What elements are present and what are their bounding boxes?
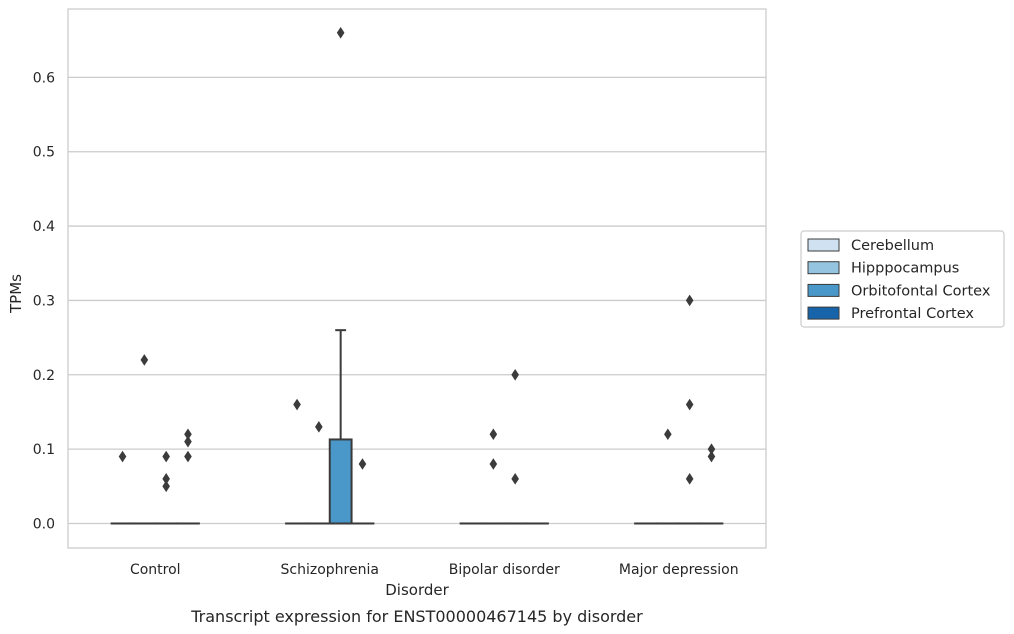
box-group (132, 354, 157, 525)
outlier-point (162, 450, 170, 463)
legend-label: Orbitofontal Cortex (851, 283, 991, 299)
outlier-point (293, 398, 301, 411)
grid-layer (68, 76, 766, 525)
x-tick-label: Bipolar disorder (449, 562, 560, 578)
outlier-point (358, 458, 367, 470)
outlier-point (162, 473, 170, 485)
x-axis-label: Disorder (385, 581, 449, 599)
outlier-point (336, 26, 345, 39)
outlier-point (315, 421, 323, 433)
outlier-point (140, 354, 149, 366)
x-tick-label: Major depression (619, 562, 739, 578)
legend-swatch (807, 261, 840, 275)
chart-caption: Transcript expression for ENST0000046714… (190, 607, 643, 626)
box-group (154, 450, 179, 525)
outlier-point (184, 450, 192, 463)
y-tick-labels: 0.0 0.1 0.2 0.3 0.4 0.5 0.6 (33, 70, 55, 532)
outlier-point (685, 398, 694, 411)
outlier-point (685, 294, 694, 307)
outlier-point (511, 473, 519, 485)
outlier-point (664, 428, 672, 441)
y-axis-label: TPMs (7, 274, 25, 314)
box-group (285, 398, 309, 525)
box-group (350, 458, 375, 525)
box-group (306, 421, 331, 525)
box-layer (110, 26, 724, 525)
box (328, 438, 353, 525)
outlier-point (162, 480, 170, 493)
outlier-point (489, 428, 498, 441)
y-tick-label: 0.6 (33, 70, 55, 86)
legend-swatch (807, 283, 840, 297)
box-group (699, 443, 724, 525)
outlier-point (184, 428, 192, 441)
box-group (328, 26, 353, 525)
x-tick-label: Control (130, 562, 181, 578)
box-group (655, 428, 680, 525)
box-group (677, 294, 702, 525)
plot-frame (67, 8, 767, 549)
outlier-point (489, 458, 498, 470)
x-tick-label: Schizophrenia (281, 562, 379, 578)
outlier-point (707, 443, 716, 455)
y-tick-label: 0.0 (33, 516, 55, 532)
outlier-point (707, 450, 716, 463)
outlier-point (184, 435, 192, 448)
x-tick-labels: Control Schizophrenia Bipolar disorder Majo… (130, 562, 739, 578)
legend-label: Cerebellum (851, 238, 934, 254)
y-tick-label: 0.2 (33, 368, 55, 384)
outlier-point (685, 473, 694, 485)
box-group (481, 428, 506, 525)
box-group (110, 450, 135, 525)
box-group (503, 368, 528, 525)
legend-frame (800, 230, 1005, 328)
outlier-point (118, 450, 127, 463)
y-tick-label: 0.5 (33, 145, 55, 161)
y-tick-label: 0.3 (33, 293, 55, 309)
y-tick-label: 0.4 (33, 219, 55, 235)
y-tick-label: 0.1 (33, 442, 55, 458)
legend-swatch (807, 306, 840, 320)
legend-label: Hipppocampus (851, 261, 959, 277)
legend-swatch (807, 238, 840, 252)
legend: Cerebellum Hipppocampus Orbitofontal Corte… (800, 230, 1005, 328)
outlier-point (511, 368, 519, 381)
box-group (176, 428, 200, 525)
legend-label: Prefrontal Cortex (851, 306, 974, 322)
